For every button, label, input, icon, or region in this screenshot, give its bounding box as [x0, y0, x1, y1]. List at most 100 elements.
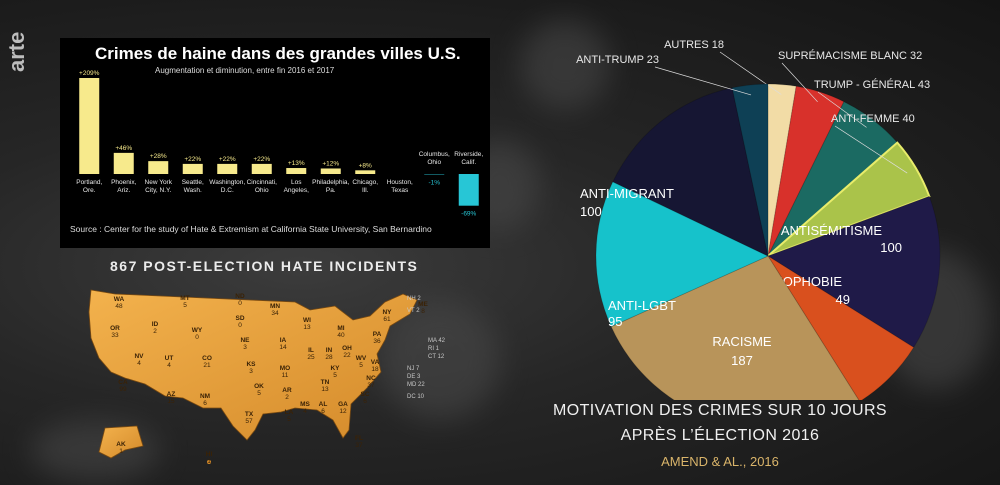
bar-category-label-4-1: D.C. — [221, 187, 234, 194]
state-code-WA: WA — [114, 296, 125, 303]
state-count-UT: 4 — [167, 362, 171, 369]
state-callout-0: NH 2 — [407, 296, 421, 302]
bar-8 — [355, 170, 376, 174]
state-count-MN: 34 — [271, 310, 279, 317]
state-code-KS: KS — [246, 361, 256, 368]
state-count-NV: 4 — [137, 360, 141, 367]
state-code-MT: MT — [180, 295, 189, 302]
state-count-CA: 99 — [119, 386, 127, 393]
bar-category-label-11-0: Riverside, — [454, 151, 483, 158]
state-count-ND: 0 — [238, 300, 242, 307]
pie-label-7: ANTI-LGBT — [608, 298, 676, 313]
state-code-VA: VA — [371, 359, 380, 366]
state-count-MS: 4 — [303, 408, 307, 415]
bar-value-label-11: -69% — [461, 211, 476, 218]
state-code-WI: WI — [303, 317, 311, 324]
pie-label-6: RACISME — [712, 334, 772, 349]
state-count-NE: 3 — [243, 344, 247, 351]
state-count-IN: 28 — [325, 354, 333, 361]
state-count-MI: 40 — [337, 332, 345, 339]
state-count-KS: 3 — [249, 368, 253, 375]
pie-label-4: ANTISÉMITISME — [781, 223, 882, 238]
state-callout-5: NJ 7 — [407, 366, 420, 372]
bar-3 — [182, 163, 203, 174]
pie-value-4: 100 — [880, 240, 902, 255]
pie-label-3: ANTI-FEMME 40 — [831, 113, 915, 125]
state-code-MI: MI — [337, 325, 344, 332]
bar-category-label-3-0: Seattle, — [182, 179, 204, 186]
state-count-IA: 14 — [279, 344, 287, 351]
state-code-ND: ND — [235, 293, 245, 300]
state-code-SD: SD — [235, 315, 244, 322]
bar-value-label-6: +13% — [288, 160, 305, 167]
pie-value-6: 187 — [731, 353, 753, 368]
pie-label-8: ANTI-MIGRANT — [580, 186, 674, 201]
state-code-NY: NY — [382, 309, 392, 316]
pie-value-7: 95 — [608, 314, 622, 329]
state-count-VA: 18 — [371, 366, 379, 373]
state-code-MN: MN — [270, 303, 280, 310]
state-code-MO: MO — [280, 365, 290, 372]
state-count-OH: 22 — [343, 352, 351, 359]
pie-chart-title: MOTIVATION DES CRIMES SUR 10 JOURS — [553, 402, 887, 419]
bar-value-label-3: +22% — [184, 156, 201, 163]
bar-category-label-1-0: Phoenix, — [111, 179, 136, 186]
state-code-OR: OR — [110, 325, 120, 332]
bar-value-label-2: +28% — [150, 153, 167, 160]
state-code-AK: AK — [116, 441, 126, 448]
state-code-LA: LA — [285, 409, 294, 416]
pie-slice-4 — [766, 195, 941, 349]
state-code-AR: AR — [282, 387, 292, 394]
bar-chart-subtitle: Augmentation et diminution, entre fin 20… — [155, 66, 335, 75]
state-count-ID: 2 — [153, 328, 157, 335]
pie-value-5: 49 — [836, 292, 850, 307]
us-mainland-shape — [88, 289, 418, 441]
state-code-ME: ME — [418, 301, 428, 308]
pie-label-1: SUPRÉMACISME BLANC 32 — [778, 49, 922, 62]
bar-category-label-0-1: Ore. — [83, 187, 96, 194]
state-callout-1: VT 2 — [407, 308, 420, 314]
state-code-PA: PA — [373, 331, 382, 338]
state-count-OK: 5 — [257, 390, 261, 397]
bar-category-label-8-0: Chicago, — [352, 179, 378, 186]
state-count-IL: 25 — [307, 354, 315, 361]
bar-value-label-5: +22% — [253, 156, 270, 163]
bar-category-label-3-1: Wash. — [184, 187, 202, 194]
state-count-AK: 1 — [119, 448, 123, 455]
state-count-KY: 5 — [333, 372, 337, 379]
state-count-LA: 5 — [287, 416, 291, 423]
pie-chart: AUTRES 18 SUPRÉMACISME BLANC 32 TRUMP - GÉ… — [576, 39, 941, 400]
state-count-WA: 48 — [115, 303, 123, 310]
arte-logo: arte — [4, 32, 29, 72]
state-count-HI: 1 — [207, 458, 211, 465]
state-count-WY: 0 — [195, 334, 199, 341]
pie-label-2: TRUMP - GÉNÉRAL 43 — [814, 78, 930, 91]
state-callout-4: CT 12 — [428, 354, 445, 360]
pie-value-8: 100 — [580, 204, 602, 219]
state-code-MS: MS — [300, 401, 310, 408]
state-code-OH: OH — [342, 345, 352, 352]
state-code-AZ: AZ — [167, 391, 176, 398]
state-count-WI: 13 — [303, 324, 311, 331]
bar-value-label-0: +209% — [79, 70, 100, 77]
bar-category-label-9-0: Houston, — [387, 179, 413, 186]
state-count-NY: 61 — [383, 316, 391, 323]
bar-category-label-10-0: Columbus, — [419, 151, 450, 158]
state-code-IN: IN — [326, 347, 333, 354]
pie-chart-credit: AMEND & AL., 2016 — [661, 454, 779, 469]
pie-slice-9 — [731, 83, 769, 257]
bar-7 — [320, 168, 341, 174]
bar-1 — [113, 152, 134, 174]
pie-slice-7 — [595, 181, 770, 328]
bar-2 — [148, 161, 169, 174]
bar-category-label-10-1: Ohio — [427, 159, 441, 166]
pie-slice-0 — [767, 83, 797, 257]
bar-value-label-8: +8% — [359, 162, 372, 169]
state-code-IL: IL — [308, 347, 314, 354]
state-count-OR: 33 — [111, 332, 119, 339]
bar-chart-source: Source : Center for the study of Hate & … — [70, 224, 432, 234]
state-code-SC: SC — [360, 391, 369, 398]
state-callout-3: RI 1 — [428, 346, 440, 352]
map-heading: 867 POST-ELECTION HATE INCIDENTS — [110, 258, 419, 274]
state-count-CO: 21 — [203, 362, 211, 369]
